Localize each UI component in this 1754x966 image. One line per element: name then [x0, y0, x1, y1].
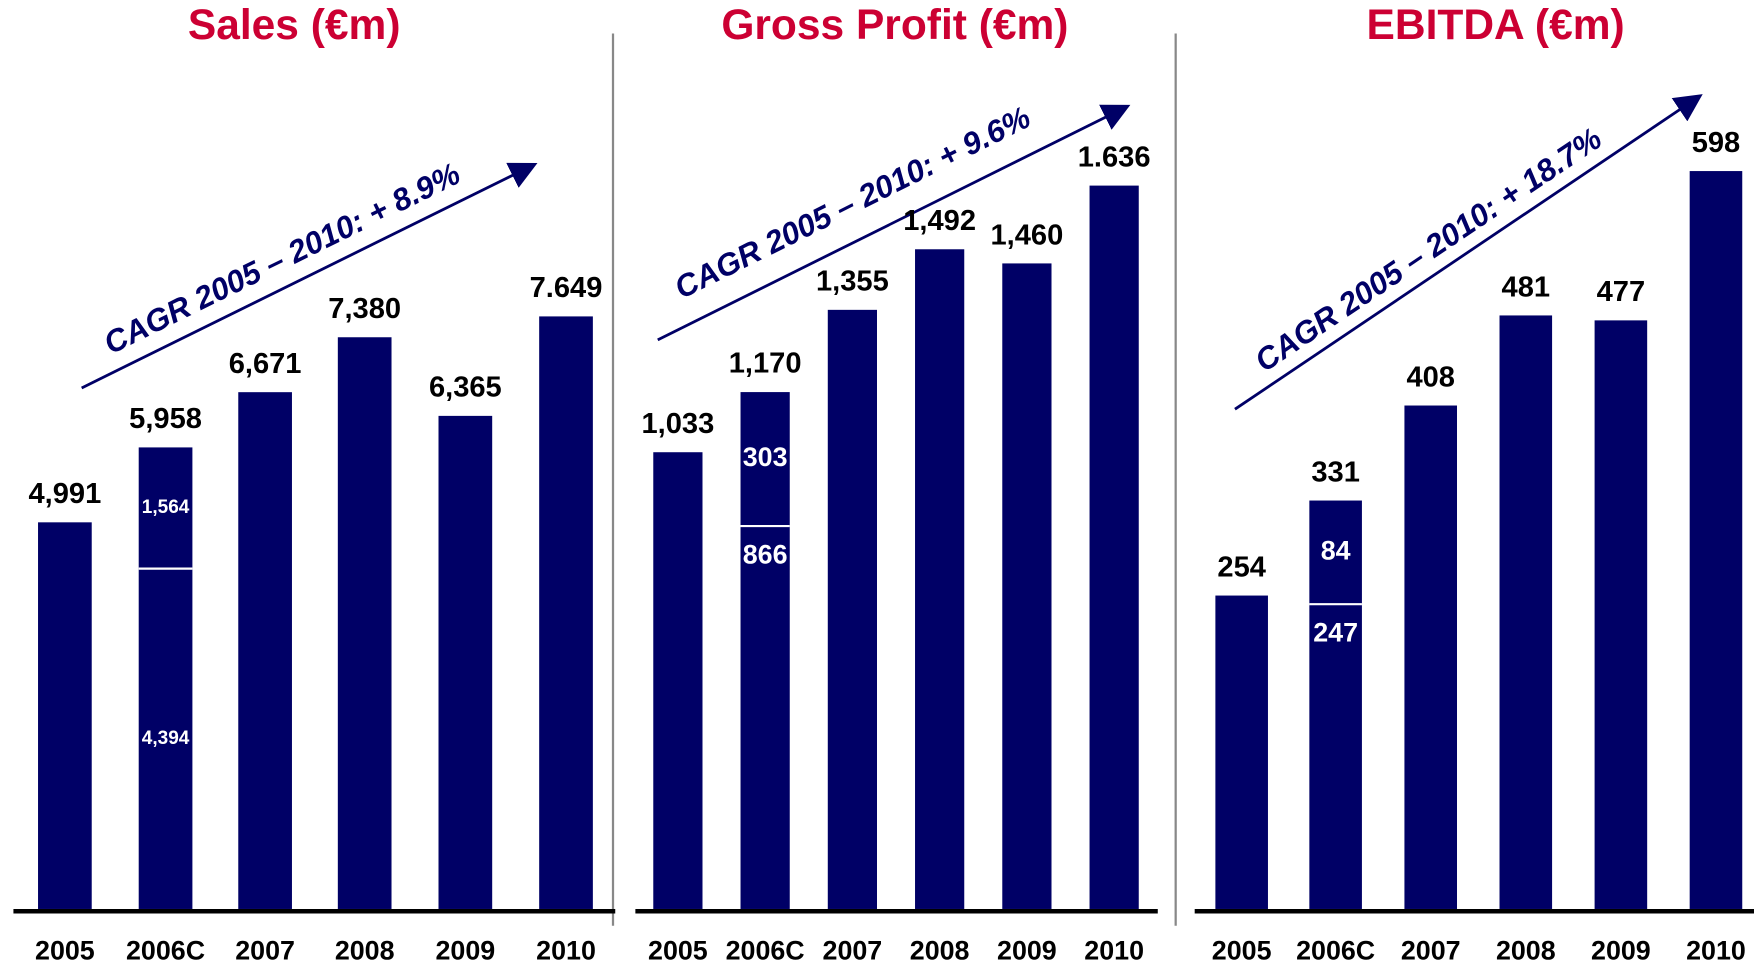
bar	[38, 522, 92, 909]
total-label: 6,671	[229, 348, 302, 380]
total-label: 4,991	[29, 478, 102, 510]
bar	[438, 415, 493, 909]
segment-label: 1,564	[142, 497, 190, 518]
x-tick-label: 2007	[1401, 936, 1461, 966]
total-label: 598	[1692, 127, 1741, 159]
total-label: 481	[1502, 271, 1551, 303]
total-label: 254	[1217, 551, 1266, 583]
bar	[915, 249, 965, 909]
bar	[539, 316, 593, 909]
annotation: CAGR 2005 – 2010: + 18.7%	[1249, 121, 1608, 379]
arrow	[1234, 94, 1703, 411]
x-tick-label: 2010	[1686, 936, 1746, 966]
bar	[1594, 320, 1648, 909]
total-label: 1,033	[642, 408, 715, 440]
x-tick-label: 2008	[335, 936, 395, 966]
annotation: CAGR 2005 – 2010: + 8.9%	[98, 156, 465, 361]
total-label: 331	[1311, 456, 1360, 488]
x-tick-label: 2008	[910, 936, 970, 966]
x-tick-label: 2005	[35, 936, 95, 966]
arrow	[81, 162, 538, 390]
arrow	[657, 104, 1131, 342]
bar	[827, 309, 877, 909]
total-label: 1,492	[903, 205, 976, 237]
bar	[1002, 263, 1052, 909]
total-label: 7.649	[530, 272, 603, 304]
bar	[1499, 315, 1553, 909]
total-label: 6,365	[429, 372, 502, 404]
segment-label: 866	[743, 539, 788, 569]
segment-label: 247	[1313, 617, 1358, 647]
total-label: 1.636	[1078, 141, 1151, 173]
x-tick-label: 2006C	[1296, 936, 1375, 966]
x-tick-label: 2010	[536, 936, 596, 966]
x-tick-label: 2008	[1496, 936, 1556, 966]
total-label: 1,170	[729, 347, 802, 379]
segment-label: 303	[743, 442, 788, 472]
bar	[238, 392, 292, 909]
x-tick-label: 2007	[823, 936, 883, 966]
bar	[740, 526, 790, 909]
total-label: 5,958	[129, 403, 202, 435]
chart-title: Sales (€m)	[188, 2, 401, 49]
bar	[740, 392, 790, 527]
segment-label: 84	[1321, 535, 1351, 565]
x-tick-label: 2009	[435, 936, 495, 966]
x-tick-label: 2005	[1212, 936, 1272, 966]
chart-title: EBITDA (€m)	[1367, 2, 1625, 49]
x-tick-label: 2006C	[126, 936, 205, 966]
chart-title: Gross Profit (€m)	[721, 2, 1068, 49]
x-tick-label: 2009	[1591, 936, 1651, 966]
x-tick-label: 2007	[235, 936, 295, 966]
bar	[1089, 185, 1139, 909]
total-label: 408	[1406, 361, 1455, 393]
bar	[1215, 595, 1268, 909]
x-tick-label: 2006C	[726, 936, 805, 966]
bar	[1689, 171, 1743, 909]
bar	[1404, 405, 1458, 909]
bar	[337, 337, 392, 909]
bar	[138, 447, 193, 569]
segment-label: 4,394	[142, 728, 190, 749]
bar	[1309, 500, 1362, 605]
total-label: 1,355	[816, 266, 889, 298]
total-label: 1,460	[991, 219, 1064, 251]
total-label: 7,380	[328, 293, 401, 325]
x-tick-label: 2009	[997, 936, 1057, 966]
x-tick-label: 2010	[1084, 936, 1144, 966]
bar	[138, 568, 193, 909]
total-label: 477	[1597, 276, 1646, 308]
bar	[653, 452, 703, 909]
x-tick-label: 2005	[648, 936, 708, 966]
bar	[1309, 604, 1362, 909]
